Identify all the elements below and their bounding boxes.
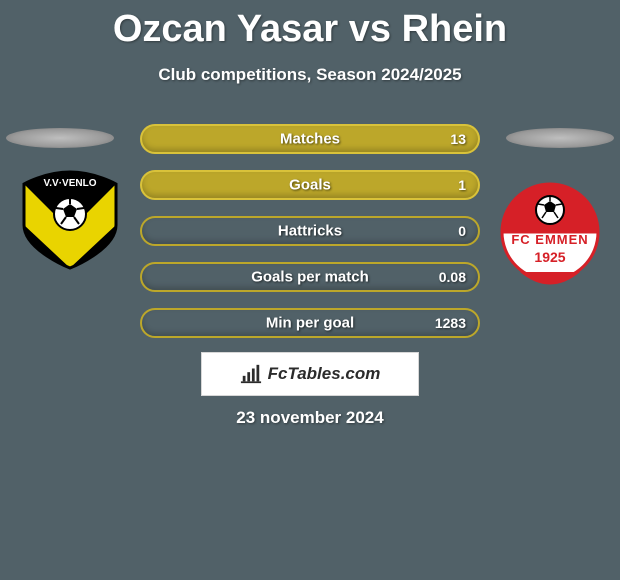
stat-label: Goals [289, 177, 331, 194]
stat-value: 1283 [435, 315, 466, 331]
stat-label: Matches [280, 131, 340, 148]
svg-text:FC EMMEN: FC EMMEN [511, 232, 588, 247]
stat-value: 1 [458, 177, 466, 193]
stat-label: Hattricks [278, 223, 342, 240]
svg-text:V.V·VENLO: V.V·VENLO [44, 178, 97, 189]
brand-link[interactable]: FcTables.com [201, 352, 419, 396]
bar-chart-icon [240, 363, 262, 385]
stat-value: 0 [458, 223, 466, 239]
club-badge-right: FC EMMEN 1925 [500, 182, 600, 282]
stat-bar: Min per goal 1283 [140, 308, 480, 338]
stat-label: Goals per match [251, 269, 369, 286]
club-right-year: 1925 [534, 249, 565, 265]
stat-bar: Matches 13 [140, 124, 480, 154]
page-title: Ozcan Yasar vs Rhein [0, 0, 620, 51]
date-text: 23 november 2024 [236, 408, 383, 428]
stat-value: 0.08 [439, 269, 466, 285]
club-badge-left: V.V·VENLO [20, 170, 120, 270]
stat-label: Min per goal [266, 315, 354, 332]
stat-bar: Goals per match 0.08 [140, 262, 480, 292]
platform-right [506, 128, 614, 148]
stat-bar: Hattricks 0 [140, 216, 480, 246]
page-subtitle: Club competitions, Season 2024/2025 [0, 65, 620, 85]
brand-text: FcTables.com [268, 364, 381, 384]
stat-value: 13 [450, 131, 466, 147]
stats-bars: Matches 13 Goals 1 Hattricks 0 Goals per match… [140, 124, 480, 354]
stat-bar: Goals 1 [140, 170, 480, 200]
platform-left [6, 128, 114, 148]
